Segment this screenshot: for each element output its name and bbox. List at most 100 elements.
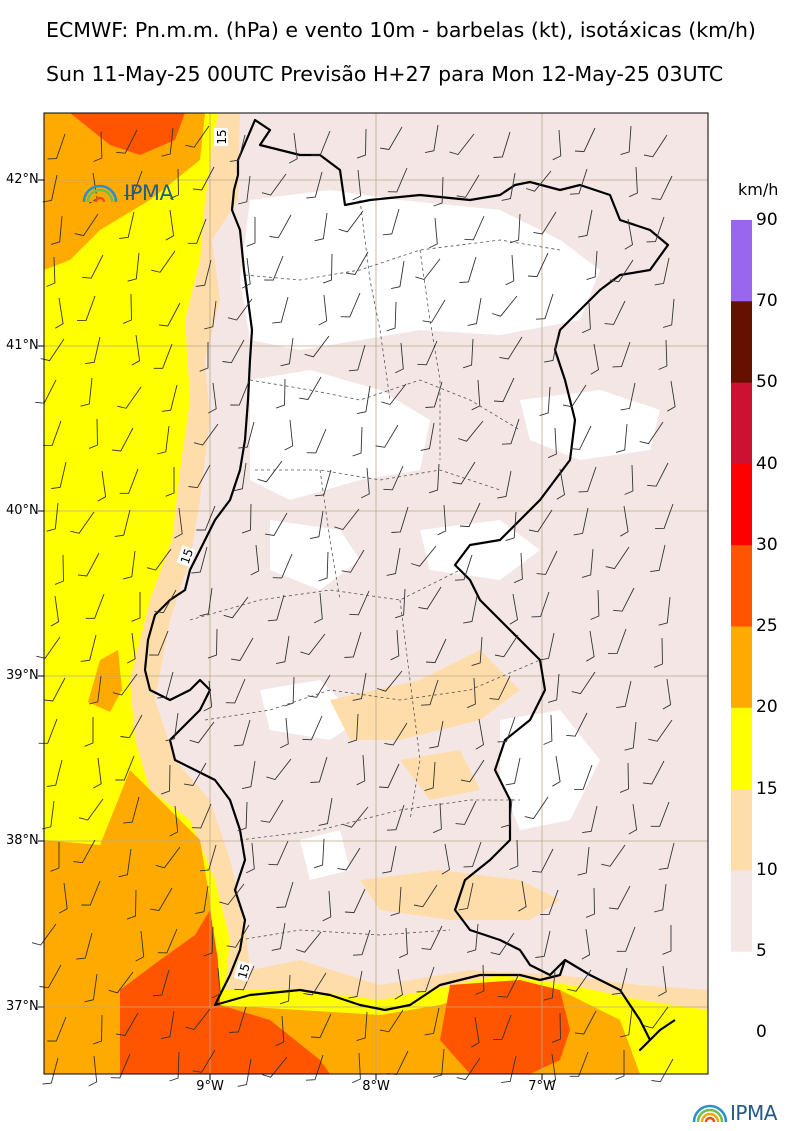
wind-barb [509, 593, 518, 625]
wind-barb [608, 885, 631, 910]
wind-barb [188, 464, 211, 489]
wind-barb [569, 168, 588, 195]
wind-barb [647, 462, 669, 487]
wind-barb [643, 134, 668, 158]
wind-barb [574, 127, 596, 153]
wind-barb [651, 175, 673, 200]
wind-barb [212, 967, 221, 999]
wind-barb [455, 800, 477, 825]
wind-barb [46, 502, 59, 532]
wind-barb [466, 923, 479, 953]
wind-barb [390, 886, 402, 917]
wind-barb [126, 889, 137, 920]
wind-barb [272, 296, 289, 324]
wind-barb [110, 1053, 131, 1079]
wind-barb [304, 335, 330, 358]
wind-barb [184, 762, 207, 786]
coastline-and-border [143, 118, 676, 1052]
wind-barb [493, 131, 511, 158]
wind-barb [527, 252, 549, 278]
wind-barb [318, 551, 329, 582]
wind-barb [383, 465, 404, 491]
wind-barb [219, 883, 245, 906]
wind-barb [524, 796, 549, 820]
wind-barb [50, 215, 63, 245]
wind-barb [131, 592, 141, 622]
wind-barb [93, 131, 103, 162]
wind-barb [46, 256, 56, 287]
wind-barb [544, 334, 559, 363]
wind-barb [161, 384, 178, 412]
colorbar-segment [731, 951, 752, 1034]
wind-barb [582, 805, 598, 834]
lon-label-9w: 9°W [196, 1079, 224, 1094]
wind-barb [471, 1016, 480, 1048]
wind-barb [306, 428, 327, 454]
wind-barb [122, 550, 136, 580]
wind-barb [193, 423, 219, 446]
wind-barb [586, 630, 595, 662]
wind-barb [460, 759, 485, 783]
wind-barb [88, 1055, 98, 1087]
wind-barb [152, 969, 170, 997]
ipma-logo-top: IPMA [124, 181, 174, 205]
wind-barb [556, 468, 565, 500]
wind-barb [276, 881, 294, 908]
wind-barb [288, 132, 298, 164]
wind-barb [161, 127, 174, 157]
wind-barb [624, 464, 634, 495]
wind-barb [471, 636, 483, 667]
colorbar-segment [731, 220, 752, 302]
wind-barb [667, 380, 676, 412]
wind-barb [425, 124, 439, 154]
wind-barb [386, 547, 401, 576]
wind-barb [43, 420, 62, 447]
wind-barb [662, 925, 672, 955]
wind-barb [222, 339, 245, 364]
wind-barb [498, 973, 520, 998]
wind-barb [540, 889, 559, 916]
wind-barb [276, 635, 290, 665]
wind-barb [84, 717, 94, 747]
wind-barb [154, 589, 177, 614]
wind-barb [305, 1054, 324, 1081]
wind-barb [169, 168, 179, 199]
wind-barb [195, 885, 209, 915]
lat-label-39: 39°N [6, 668, 39, 683]
wind-barb [655, 503, 674, 530]
wind-barb [207, 382, 217, 414]
colorbar-label-50: 50 [756, 372, 778, 392]
wind-barb [394, 588, 406, 619]
wind-barb [126, 632, 136, 664]
map-title-line-1: ECMWF: Pn.m.m. (hPa) e vento 10m - barbe… [46, 18, 756, 42]
wind-barb [47, 133, 66, 160]
wind-barb [381, 383, 407, 406]
calm-patch-mid2 [420, 520, 540, 580]
wind-barb [111, 427, 134, 452]
wind-barb [509, 839, 519, 870]
wind-barb [344, 888, 366, 914]
ipma-logo-bottom: IPMA [730, 1101, 777, 1125]
wind-barb [84, 973, 98, 1003]
calm-patch-north [240, 190, 600, 350]
portugal-outline [143, 118, 670, 1012]
wind-barb [41, 800, 55, 830]
wind-barb [250, 544, 260, 576]
wind-barb [310, 756, 328, 783]
colorbar-label-70: 70 [756, 291, 778, 311]
wind-barb [338, 210, 364, 233]
wind-barb [615, 1050, 625, 1080]
wind-band-10-15-land-3 [400, 750, 480, 800]
wind-barb [237, 1058, 252, 1087]
wind-barb [605, 546, 630, 570]
wind-barb [613, 587, 635, 612]
wind-barb [577, 846, 590, 876]
wind-barb [314, 592, 323, 624]
wind-barb [347, 713, 359, 744]
wind-barb [616, 926, 636, 952]
wind-barb [303, 972, 327, 996]
wind-barb [646, 216, 665, 243]
wind-barb [92, 757, 102, 789]
isotach-labels: 15 15 15 [176, 128, 253, 982]
wind-band-25-30-s [120, 910, 330, 1074]
